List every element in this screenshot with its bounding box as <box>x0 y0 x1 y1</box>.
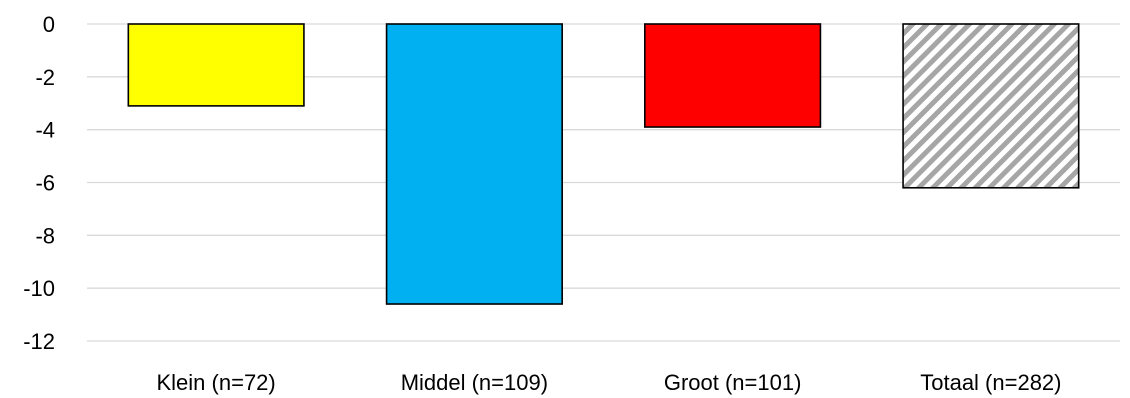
y-tick-label: -6 <box>35 171 55 196</box>
y-axis-ticks: 0 -2 -4 -6 -8 -10 -12 <box>23 12 55 354</box>
y-tick-label: -4 <box>35 118 55 143</box>
bars <box>127 23 1080 305</box>
y-tick-label: -8 <box>35 223 55 248</box>
x-category-label: Middel (n=109) <box>401 370 548 395</box>
bar <box>127 23 305 107</box>
x-axis-labels: Klein (n=72) Middel (n=109) Groot (n=101) T… <box>157 370 1062 395</box>
bar <box>644 23 822 128</box>
x-category-label: Groot (n=101) <box>664 370 802 395</box>
y-tick-label: -2 <box>35 65 55 90</box>
y-tick-label: -10 <box>23 276 55 301</box>
bar <box>385 23 563 305</box>
y-tick-label: -12 <box>23 329 55 354</box>
x-category-label: Totaal (n=282) <box>920 370 1061 395</box>
bar <box>902 23 1080 189</box>
y-tick-label: 0 <box>43 12 55 37</box>
x-category-label: Klein (n=72) <box>157 370 276 395</box>
